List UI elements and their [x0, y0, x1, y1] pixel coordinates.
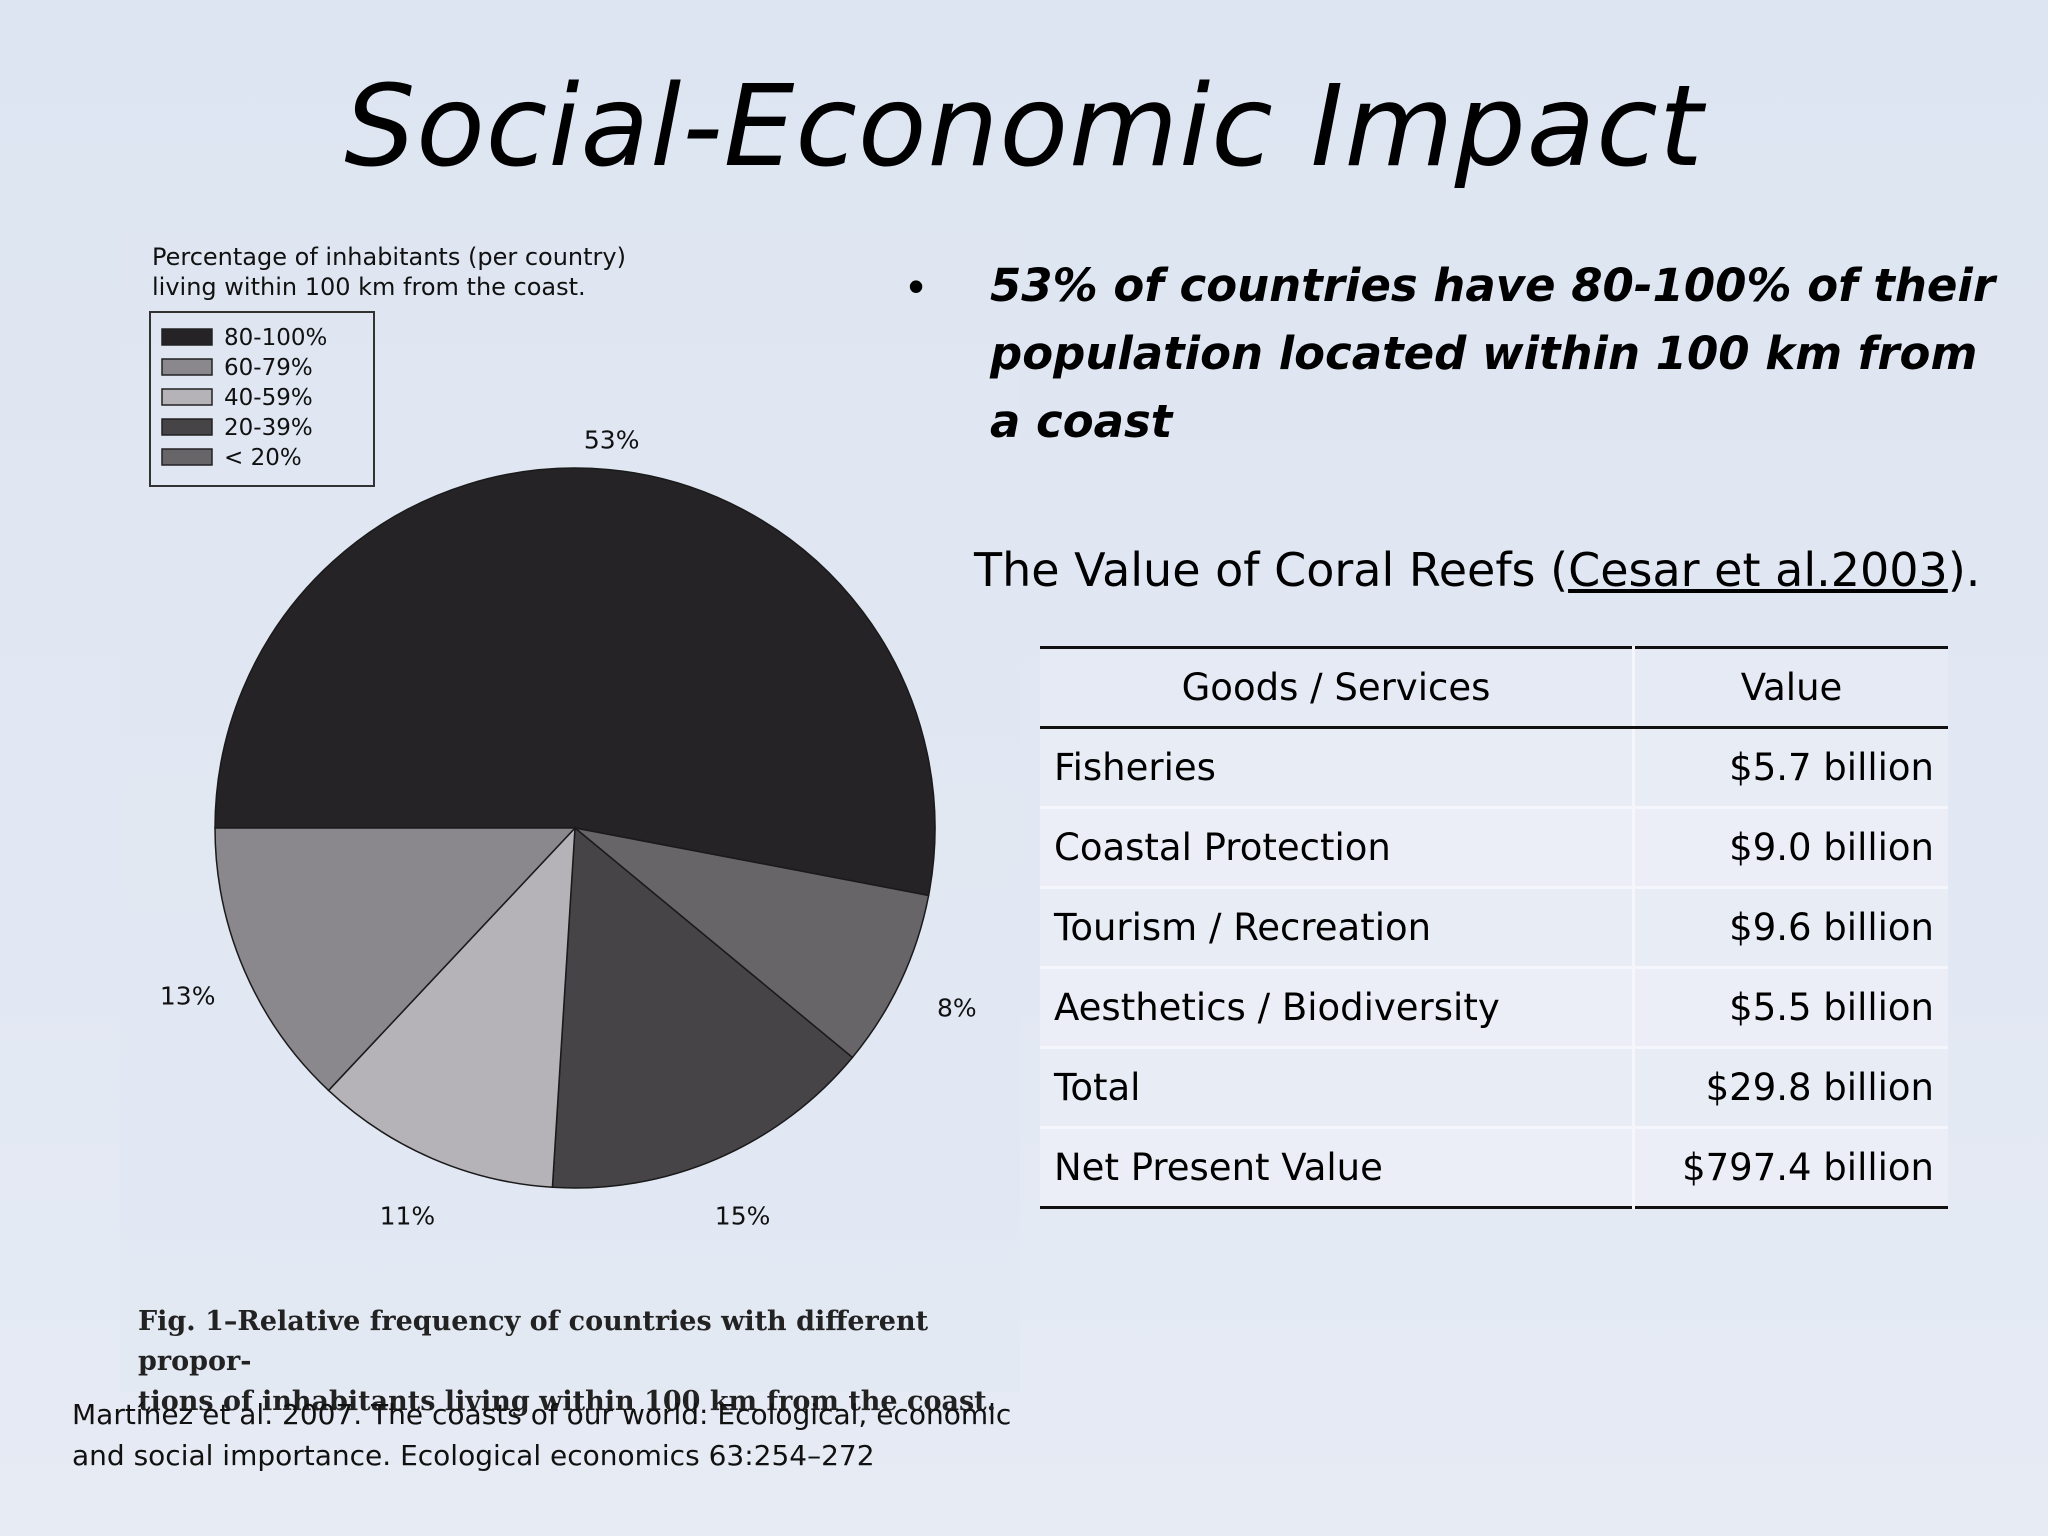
row-value: $9.0 billion: [1633, 806, 1948, 888]
table-row: Fisheries $5.7 billion: [1040, 726, 1948, 808]
legend-swatch-60-79: [161, 358, 213, 376]
legend: 80-100% 60-79% 40-59% 20-39% < 20%: [161, 325, 327, 471]
row-value: $797.4 billion: [1633, 1126, 1948, 1208]
chart-title-line-1: Percentage of inhabitants (per country): [152, 243, 626, 271]
source-citation-line-1: Martínez et al. 2007. The coasts of our …: [72, 1398, 1012, 1431]
cesar-citation-link[interactable]: Cesar et al.2003: [1568, 543, 1948, 597]
row-value: $29.8 billion: [1633, 1046, 1948, 1128]
row-item: Aesthetics / Biodiversity: [1040, 966, 1635, 1048]
row-value: $9.6 billion: [1633, 886, 1948, 968]
table-row: Net Present Value $797.4 billion: [1040, 1126, 1948, 1208]
source-citation-line-2: and social importance. Ecological econom…: [72, 1439, 875, 1472]
bullet-marker: •: [908, 260, 925, 312]
row-item: Coastal Protection: [1040, 806, 1635, 888]
coral-value-table: Goods / Services Value Fisheries $5.7 bi…: [1040, 646, 1948, 1209]
legend-label-60-79: 60-79%: [224, 355, 313, 381]
pie-slice-60-79: [214, 827, 577, 1092]
bullet-text: 53% of countries have 80-100% of their p…: [990, 259, 1996, 448]
pie-label-80-100: 53%: [584, 426, 640, 455]
table-row: Aesthetics / Biodiversity $5.5 billion: [1040, 966, 1948, 1048]
legend-box: [149, 311, 375, 487]
coral-reef-heading: The Value of Coral Reefs (Cesar et al.20…: [974, 540, 2048, 600]
figure-caption-line-2: tions of inhabitants living within 100 k…: [138, 1386, 997, 1417]
legend-swatch-20-39: [161, 418, 213, 436]
row-value: $5.5 billion: [1633, 966, 1948, 1048]
row-item: Net Present Value: [1040, 1126, 1635, 1208]
row-item: Tourism / Recreation: [1040, 886, 1635, 968]
legend-swatch-80-100: [161, 328, 213, 346]
pie-slice-40-59: [327, 825, 576, 1189]
legend-swatch-lt-20: [161, 448, 213, 466]
pie-figure: Percentage of inhabitants (per country) …: [120, 232, 1020, 1417]
row-item: Fisheries: [1040, 726, 1635, 808]
legend-label-80-100: 80-100%: [224, 325, 327, 351]
row-value: $5.7 billion: [1633, 726, 1948, 808]
coral-heading-suffix: ).: [1947, 543, 1981, 597]
coral-heading-prefix: The Value of Coral Reefs (: [974, 543, 1569, 597]
legend-label-lt-20: < 20%: [224, 445, 302, 471]
table-header-row: Goods / Services Value: [1040, 647, 1948, 729]
legend-label-20-39: 20-39%: [224, 415, 313, 441]
pie-slice-80-100: [214, 467, 936, 897]
pie-slice-20-39: [551, 826, 854, 1189]
pie-label-60-79: 13%: [160, 982, 216, 1011]
legend-swatch-40-59: [161, 388, 213, 406]
bullet-point: • 53% of countries have 80-100% of their…: [902, 252, 2002, 456]
table-row: Tourism / Recreation $9.6 billion: [1040, 886, 1948, 968]
pie-slice-lt-20: [574, 827, 930, 1059]
slide-title: Social-Economic Impact: [344, 62, 1704, 192]
pie-slices: [214, 467, 936, 1189]
figure-caption-line-1: Fig. 1–Relative frequency of countries w…: [138, 1306, 929, 1377]
column-header-goods: Goods / Services: [1040, 647, 1635, 729]
row-item: Total: [1040, 1046, 1635, 1128]
pie-label-lt-20: 8%: [937, 994, 977, 1023]
table-row: Coastal Protection $9.0 billion: [1040, 806, 1948, 888]
pie-label-20-39: 15%: [715, 1201, 771, 1230]
legend-label-40-59: 40-59%: [224, 385, 313, 411]
pie-chart: Percentage of inhabitants (per country) …: [149, 243, 977, 1231]
chart-title-line-2: living within 100 km from the coast.: [152, 273, 586, 301]
figure-caption: Fig. 1–Relative frequency of countries w…: [138, 1302, 1018, 1422]
source-citation: Martínez et al. 2007. The coasts of our …: [72, 1394, 1052, 1476]
pie-label-40-59: 11%: [380, 1201, 436, 1230]
pie-labels: 53% 8% 15% 11% 13%: [160, 426, 977, 1231]
column-header-value: Value: [1633, 647, 1948, 729]
table-row: Total $29.8 billion: [1040, 1046, 1948, 1128]
